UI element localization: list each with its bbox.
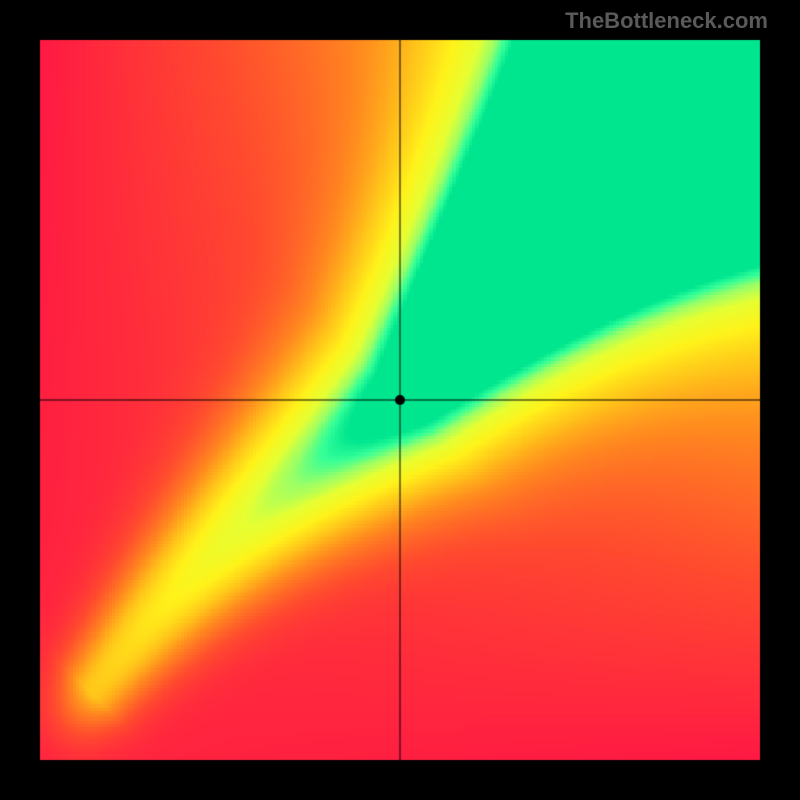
attribution-label: TheBottleneck.com	[565, 8, 768, 34]
heatmap-canvas	[0, 0, 800, 800]
chart-container: TheBottleneck.com	[0, 0, 800, 800]
